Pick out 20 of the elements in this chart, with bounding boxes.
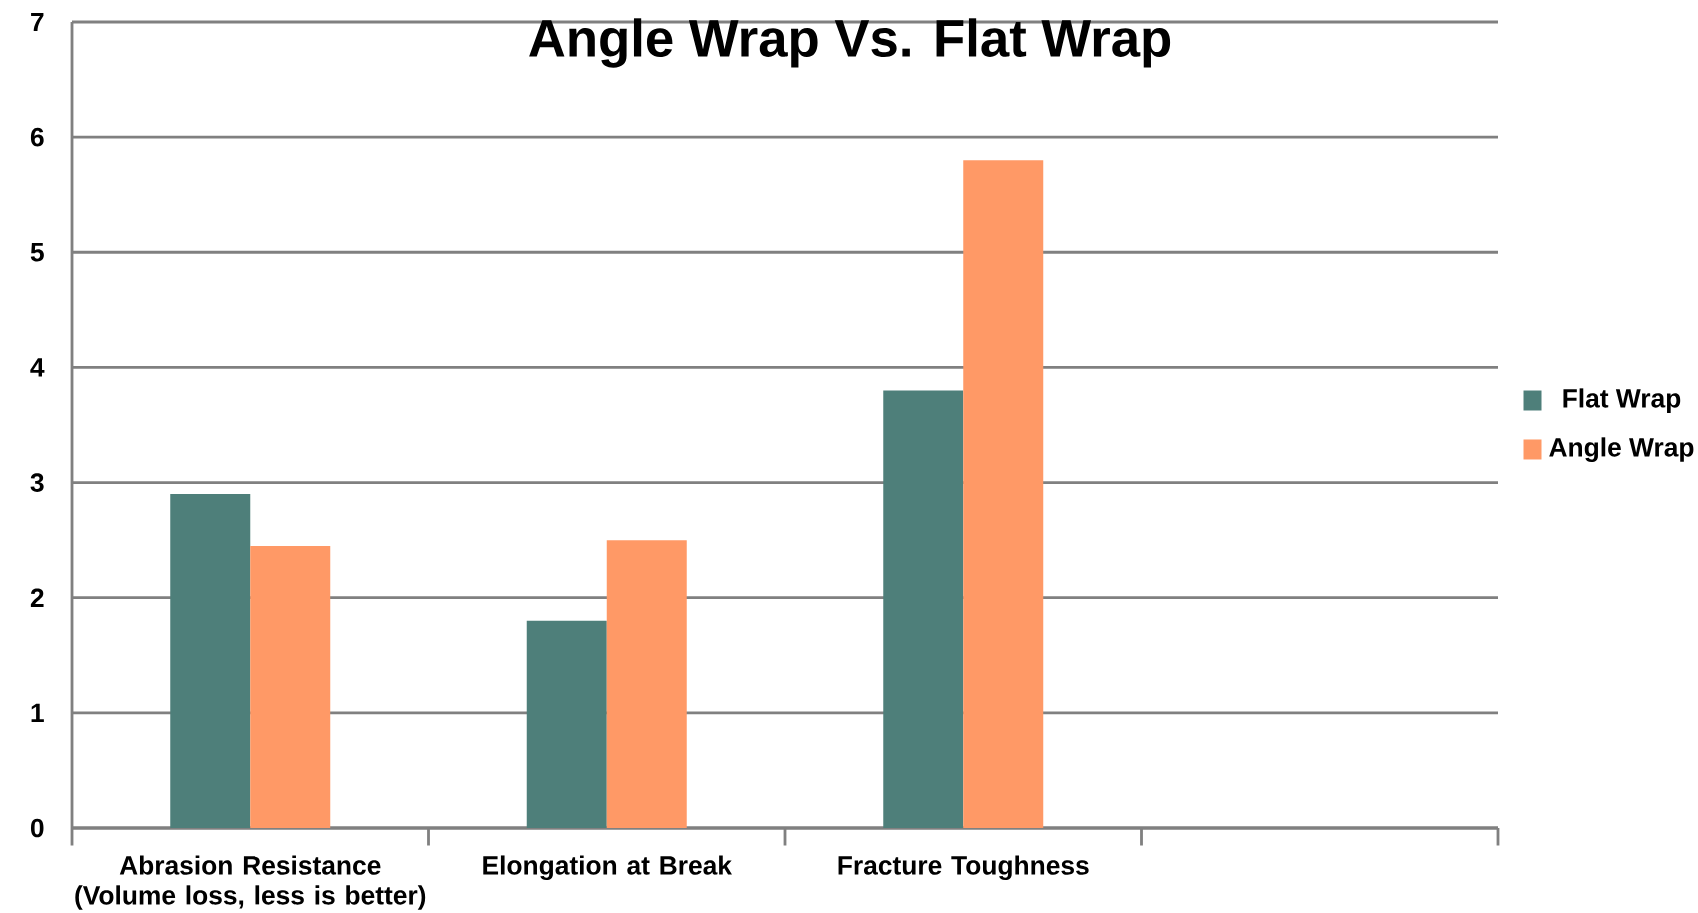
bar xyxy=(963,160,1044,828)
y-tick-label: 3 xyxy=(30,473,44,492)
x-tick-label: Fracture Toughness xyxy=(838,855,1089,881)
y-tick-label: 0 xyxy=(30,818,44,838)
y-tick-label: 7 xyxy=(31,12,44,32)
bar xyxy=(606,540,687,828)
y-tick-label: 4 xyxy=(30,358,45,377)
legend-label: Angle Wrap xyxy=(1549,437,1694,462)
chart-title: Angle Wrap Vs. Flat Wrap xyxy=(529,18,1171,68)
bar xyxy=(170,494,251,828)
x-tick-label: Abrasion Resistance (Volume loss, less is better) xyxy=(75,855,426,910)
y-tick-label: 1 xyxy=(31,703,44,722)
bar xyxy=(883,390,964,828)
bar xyxy=(526,620,607,828)
y-tick-label: 2 xyxy=(30,588,44,607)
x-tick-label: Elongation at Break xyxy=(483,855,732,881)
y-tick-label: 5 xyxy=(30,243,44,262)
y-tick-label: 6 xyxy=(30,127,44,147)
legend-label: Flat Wrap xyxy=(1563,388,1681,413)
bar xyxy=(250,545,331,828)
